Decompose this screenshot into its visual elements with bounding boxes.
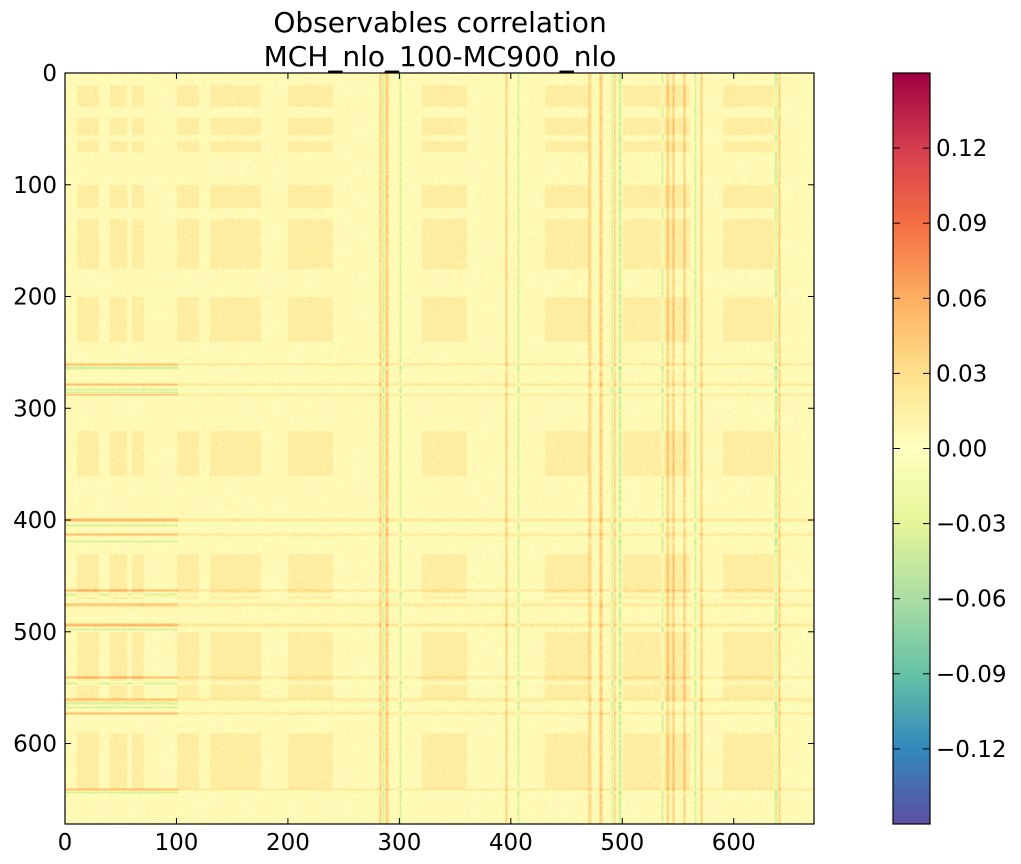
x-tick-label: 400 xyxy=(489,830,533,856)
x-tick-label: 100 xyxy=(155,830,199,856)
y-tick-label: 600 xyxy=(13,732,57,758)
colorbar-tick-label: 0.09 xyxy=(936,211,987,237)
colorbar-tick-label: −0.06 xyxy=(936,587,1006,613)
colorbar-tick-label: 0.06 xyxy=(936,286,987,312)
colorbar-tick-label: −0.12 xyxy=(936,737,1006,763)
y-axis: 0 100 200 300 400 500 600 xyxy=(13,61,814,758)
chart-title-line-1: Observables correlation xyxy=(273,6,606,39)
colorbar-tick-label: 0.03 xyxy=(936,361,987,387)
y-tick-label: 0 xyxy=(42,61,57,87)
heatmap-area xyxy=(65,73,814,824)
y-tick-label: 300 xyxy=(13,396,57,422)
y-tick-label: 100 xyxy=(13,173,57,199)
colorbar-axis: 0.12 0.09 0.06 0.03 0.00 −0.03 −0.06 −0.09 −0.12 xyxy=(893,136,1006,763)
x-axis: 0 100 200 300 400 500 600 xyxy=(58,73,756,856)
heatmap-frame xyxy=(64,72,815,825)
x-tick-label: 600 xyxy=(712,830,756,856)
chart-title-line-2: MCH_nlo_100-MC900_nlo xyxy=(264,40,617,73)
x-tick-label: 0 xyxy=(58,830,73,856)
colorbar-tick-label: −0.03 xyxy=(936,512,1006,538)
colorbar-tick-label: 0.12 xyxy=(936,136,987,162)
x-tick-label: 500 xyxy=(600,830,644,856)
x-tick-label: 300 xyxy=(377,830,421,856)
colorbar-tick-label: −0.09 xyxy=(936,662,1006,688)
y-tick-label: 400 xyxy=(13,508,57,534)
x-tick-label: 200 xyxy=(266,830,310,856)
colorbar-tick-label: 0.00 xyxy=(936,437,987,463)
y-tick-label: 500 xyxy=(13,620,57,646)
y-tick-label: 200 xyxy=(13,285,57,311)
